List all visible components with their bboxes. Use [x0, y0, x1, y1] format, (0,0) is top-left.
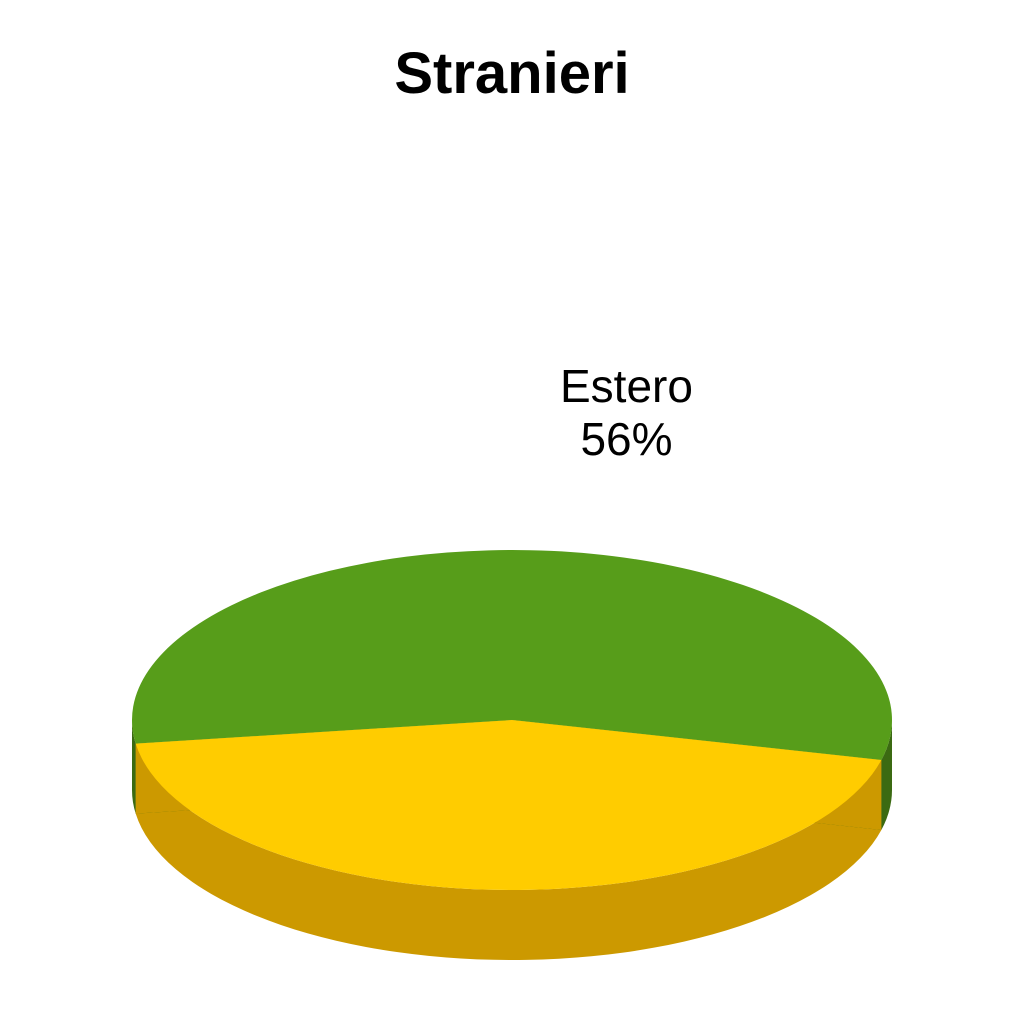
slice-label-estero-pct: 56%	[560, 413, 693, 466]
slice-label-estero: Estero 56%	[560, 360, 693, 466]
pie-svg	[112, 530, 912, 980]
slice-label-estero-name: Estero	[560, 360, 693, 413]
pie-chart	[112, 530, 912, 980]
chart-stage: Stranieri Estero 56%	[0, 0, 1024, 1024]
chart-title: Stranieri	[0, 40, 1024, 107]
